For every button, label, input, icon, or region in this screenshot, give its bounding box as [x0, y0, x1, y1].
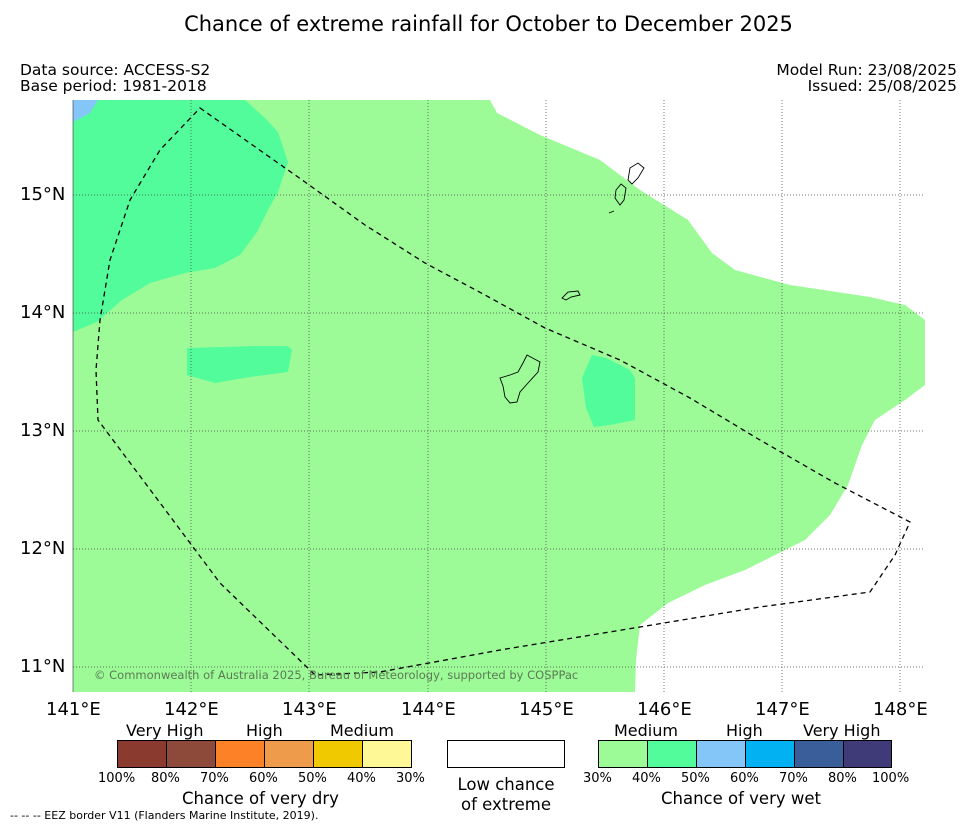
low-chance-line2: of extreme [460, 795, 552, 814]
region-medium-wet-30-40 [73, 100, 925, 692]
dry-swatch-4 [265, 741, 314, 767]
wet-tick-50: 50% [681, 771, 710, 786]
model-run-label: Model Run: 23/08/2025 [776, 61, 957, 79]
dry-tick-40: 40% [347, 771, 376, 786]
wet-swatch-3 [697, 741, 746, 767]
dry-tick-30: 30% [396, 771, 425, 786]
dry-tick-70: 70% [200, 771, 229, 786]
dry-tick-50: 50% [298, 771, 327, 786]
dry-header-very-high: Very High [126, 721, 204, 740]
region-medium-wet-40-50-west [187, 346, 292, 383]
base-period-label: Base period: 1981-2018 [20, 77, 207, 95]
lat-label-13n: 13°N [20, 420, 66, 441]
wet-caption: Chance of very wet [661, 789, 821, 808]
wet-swatch-2 [648, 741, 697, 767]
map-title: Chance of extreme rainfall for October t… [184, 12, 793, 36]
wet-tick-100: 100% [872, 771, 910, 786]
island-guam [499, 354, 541, 404]
island-saipan [627, 162, 645, 185]
island-rota [561, 290, 581, 301]
lon-label-145e: 145°E [519, 699, 574, 720]
meta-right: Model Run: 23/08/2025 Issued: 25/08/2025 [776, 62, 957, 94]
graticule [73, 100, 925, 692]
wet-header-very-high: Very High [803, 721, 881, 740]
lon-label-144e: 144°E [401, 699, 456, 720]
dry-swatch-3 [216, 741, 265, 767]
wet-tick-40: 40% [632, 771, 661, 786]
region-high-wet [73, 100, 98, 122]
eez-border [95, 107, 911, 676]
region-medium-wet-40-50-northwest [73, 100, 288, 332]
wet-swatch-1 [599, 741, 648, 767]
islands [499, 162, 645, 404]
dry-colorbar [117, 740, 412, 768]
dry-tick-100: 100% [98, 771, 136, 786]
wet-tick-70: 70% [779, 771, 808, 786]
wet-header-medium: Medium [614, 721, 678, 740]
lon-label-142e: 142°E [164, 699, 219, 720]
island-tinian [614, 183, 627, 206]
island-aguijan [608, 210, 615, 214]
wet-swatch-4 [746, 741, 795, 767]
wet-tick-30: 30% [583, 771, 612, 786]
dry-swatch-6 [363, 741, 411, 767]
low-chance-swatch [447, 740, 565, 768]
lon-label-141e: 141°E [46, 699, 101, 720]
wet-header-high: High [726, 721, 763, 740]
meta-left: Data source: ACCESS-S2 Base period: 1981… [20, 62, 210, 94]
issued-label: Issued: 25/08/2025 [807, 77, 957, 95]
data-source-label: Data source: ACCESS-S2 [20, 61, 211, 79]
copyright-credit: © Commonwealth of Australia 2025, Bureau… [94, 668, 579, 682]
wet-tick-60: 60% [730, 771, 759, 786]
lat-label-11n: 11°N [20, 656, 66, 677]
wet-swatch-5 [795, 741, 844, 767]
wet-swatch-6 [844, 741, 891, 767]
eez-footnote: -- -- -- EEZ border V11 (Flanders Marine… [10, 809, 319, 822]
dry-swatch-2 [167, 741, 216, 767]
dry-header-high: High [246, 721, 283, 740]
dry-tick-80: 80% [151, 771, 180, 786]
dry-swatch-1 [118, 741, 167, 767]
lat-label-15n: 15°N [20, 184, 66, 205]
dry-tick-60: 60% [249, 771, 278, 786]
wet-tick-80: 80% [828, 771, 857, 786]
dry-caption: Chance of very dry [182, 789, 339, 808]
region-medium-wet-40-50-east [582, 355, 635, 427]
dry-header-medium: Medium [330, 721, 394, 740]
dry-swatch-5 [314, 741, 363, 767]
low-chance-line1: Low chance [457, 775, 555, 794]
lat-label-14n: 14°N [20, 302, 66, 323]
lon-label-148e: 148°E [873, 699, 928, 720]
lon-label-147e: 147°E [755, 699, 810, 720]
lon-label-146e: 146°E [637, 699, 692, 720]
lat-label-12n: 12°N [20, 538, 66, 559]
wet-colorbar [598, 740, 892, 768]
lon-label-143e: 143°E [282, 699, 337, 720]
